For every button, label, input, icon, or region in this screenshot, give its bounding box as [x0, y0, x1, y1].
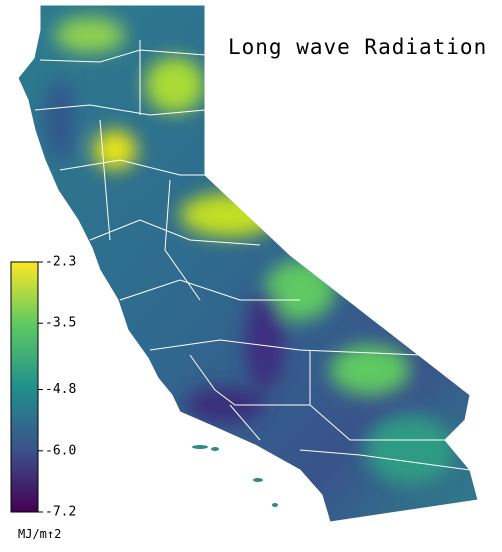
- colorbar-tick-label: -3.5: [45, 316, 76, 331]
- colorbar: [10, 261, 39, 513]
- state-outline: [17, 4, 479, 523]
- colorbar-tick-label: -7.2: [45, 505, 76, 520]
- colorbar-tick-label: -2.3: [45, 255, 76, 270]
- colorbar-tick-label: -4.8: [45, 382, 76, 397]
- colorbar-tick-label: -6.0: [45, 443, 76, 458]
- islands: [192, 445, 278, 507]
- colorbar-label: MJ/m↑2: [18, 527, 61, 541]
- map-title: Long wave Radiation: [228, 35, 487, 59]
